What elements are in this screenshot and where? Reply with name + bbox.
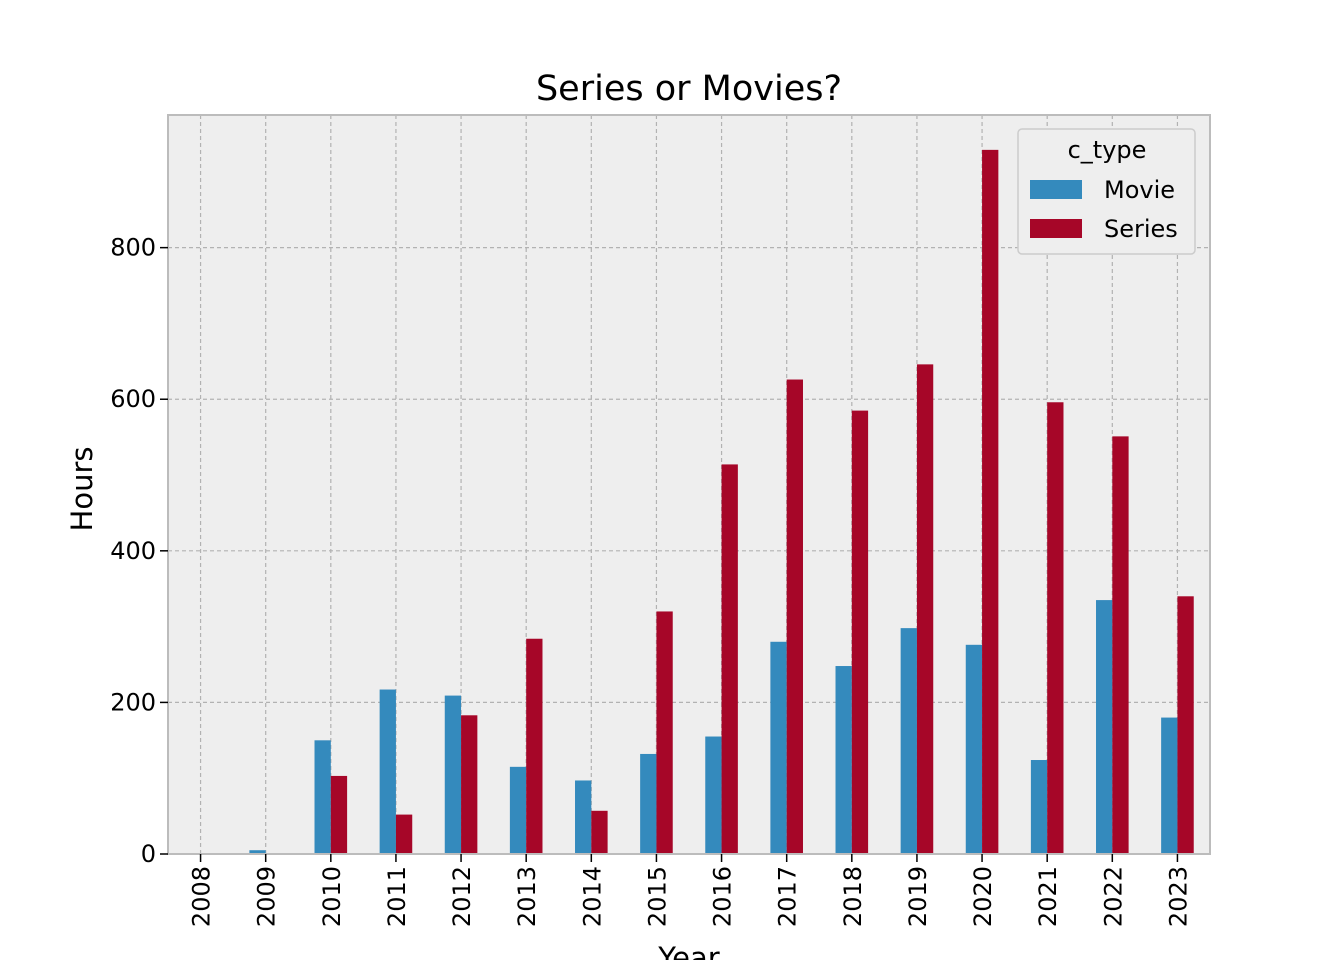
bars (249, 149, 1194, 854)
bar-movie-2022 (1096, 600, 1113, 854)
bar-series-2023 (1177, 596, 1194, 854)
x-tick-label: 2009 (253, 866, 281, 927)
x-tick-label: 2016 (709, 866, 737, 927)
legend-label-movie: Movie (1104, 176, 1175, 204)
x-tick-label: 2010 (318, 866, 346, 927)
bar-movie-2023 (1161, 717, 1178, 854)
bar-movie-2015 (640, 753, 657, 854)
y-axis-ticks: 0 200 400 600 800 (110, 234, 168, 868)
bar-series-2010 (330, 775, 348, 854)
bar-movie-2013 (509, 766, 527, 854)
bar-movie-2021 (1030, 760, 1048, 854)
bar-series-2011 (395, 814, 413, 854)
x-axis-label: Year (657, 941, 719, 960)
legend-swatch-series (1030, 219, 1082, 238)
legend: c_type Movie Series (1017, 128, 1196, 255)
bar-series-2013 (526, 638, 543, 854)
x-tick-label: 2011 (383, 866, 411, 927)
bar-movie-2020 (965, 644, 983, 854)
bar-series-2018 (851, 410, 869, 854)
bar-series-2022 (1112, 436, 1129, 854)
x-tick-label: 2017 (774, 866, 802, 927)
bar-series-2019 (916, 364, 934, 854)
legend-label-series: Series (1104, 215, 1178, 243)
legend-title: c_type (1068, 136, 1147, 164)
bar-movie-2016 (705, 736, 722, 854)
x-tick-label: 2018 (839, 866, 867, 927)
bar-movie-2014 (575, 780, 592, 854)
x-tick-label: 2013 (513, 866, 541, 927)
bar-movie-2019 (900, 628, 917, 854)
bar-series-2020 (982, 149, 999, 854)
y-tick-label: 600 (110, 385, 156, 413)
x-tick-label: 2021 (1034, 866, 1062, 927)
bar-series-2017 (786, 379, 803, 854)
x-tick-label: 2019 (904, 866, 932, 927)
bar-movie-2009 (249, 850, 266, 854)
x-tick-label: 2008 (188, 866, 216, 927)
y-tick-label: 0 (141, 840, 156, 868)
x-tick-label: 2015 (643, 866, 671, 927)
bar-series-2014 (591, 810, 608, 854)
plot-frame (167, 114, 1211, 855)
y-tick-label: 800 (110, 234, 156, 262)
y-axis-label: Hours (65, 447, 99, 532)
x-tick-label: 2012 (448, 866, 476, 927)
y-tick-label: 400 (110, 537, 156, 565)
x-tick-label: 2020 (969, 866, 997, 927)
chart-title: Series or Movies? (536, 69, 842, 109)
legend-swatch-movie (1030, 180, 1082, 199)
x-axis-ticks: 2008 2009 2010 2011 2012 2013 2014 2015 2016 2017… (188, 854, 1192, 927)
x-tick-label: 2014 (578, 866, 606, 927)
bar-movie-2012 (444, 695, 462, 854)
x-tick-label: 2023 (1164, 866, 1192, 927)
bar-series-2016 (721, 464, 738, 854)
bar-movie-2018 (835, 666, 852, 854)
bar-series-2012 (461, 715, 478, 854)
bar-movie-2017 (770, 641, 787, 854)
x-tick-label: 2022 (1099, 866, 1127, 927)
bar-movie-2010 (314, 740, 331, 854)
y-tick-label: 200 (110, 688, 156, 716)
bar-series-2015 (656, 611, 673, 854)
bar-movie-2011 (379, 689, 396, 854)
bar-series-2021 (1047, 402, 1064, 854)
